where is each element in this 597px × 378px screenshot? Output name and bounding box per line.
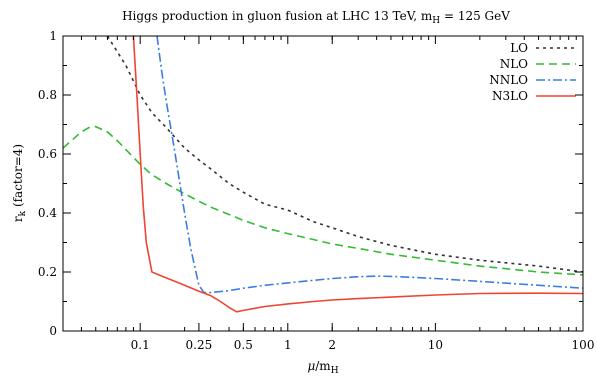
plot-area	[63, 36, 583, 313]
series-line-nnlo	[156, 36, 583, 294]
series-lines	[63, 36, 583, 313]
y-tick-label: 1	[49, 29, 57, 43]
x-tick-label: 1	[284, 338, 292, 352]
series-line-lo	[106, 36, 583, 273]
y-axis-label: rk (factor=4)	[11, 144, 28, 222]
legend-label-lo: LO	[510, 41, 528, 55]
x-tick-label: 2	[328, 338, 336, 352]
x-tick-label: 0.1	[131, 338, 150, 352]
legend-label-nnlo: NNLO	[489, 73, 528, 87]
legend: LO NLO NNLO N3LO	[489, 41, 576, 103]
y-tick-label: 0.4	[38, 206, 57, 220]
legend-label-nlo: NLO	[500, 57, 528, 71]
series-line-n3lo	[132, 36, 583, 313]
legend-label-n3lo: N3LO	[492, 89, 528, 103]
x-tick-label: 100	[572, 338, 595, 352]
y-tick-label: 0.8	[38, 88, 57, 102]
y-tick-label: 0	[49, 324, 57, 338]
x-axis: 0.1 0.25 0.5 1 2 10 100	[80, 36, 595, 352]
x-axis-label: μ/mH	[307, 359, 338, 376]
x-tick-label: 0.5	[234, 338, 253, 352]
x-tick-label: 10	[428, 338, 443, 352]
y-axis: 0 0.2 0.4 0.6 0.8 1	[38, 29, 583, 338]
series-line-nlo	[63, 125, 583, 276]
y-tick-label: 0.6	[38, 147, 57, 161]
y-tick-label: 0.2	[38, 265, 57, 279]
x-tick-label: 0.25	[186, 338, 213, 352]
chart-title: Higgs production in gluon fusion at LHC …	[122, 9, 510, 26]
